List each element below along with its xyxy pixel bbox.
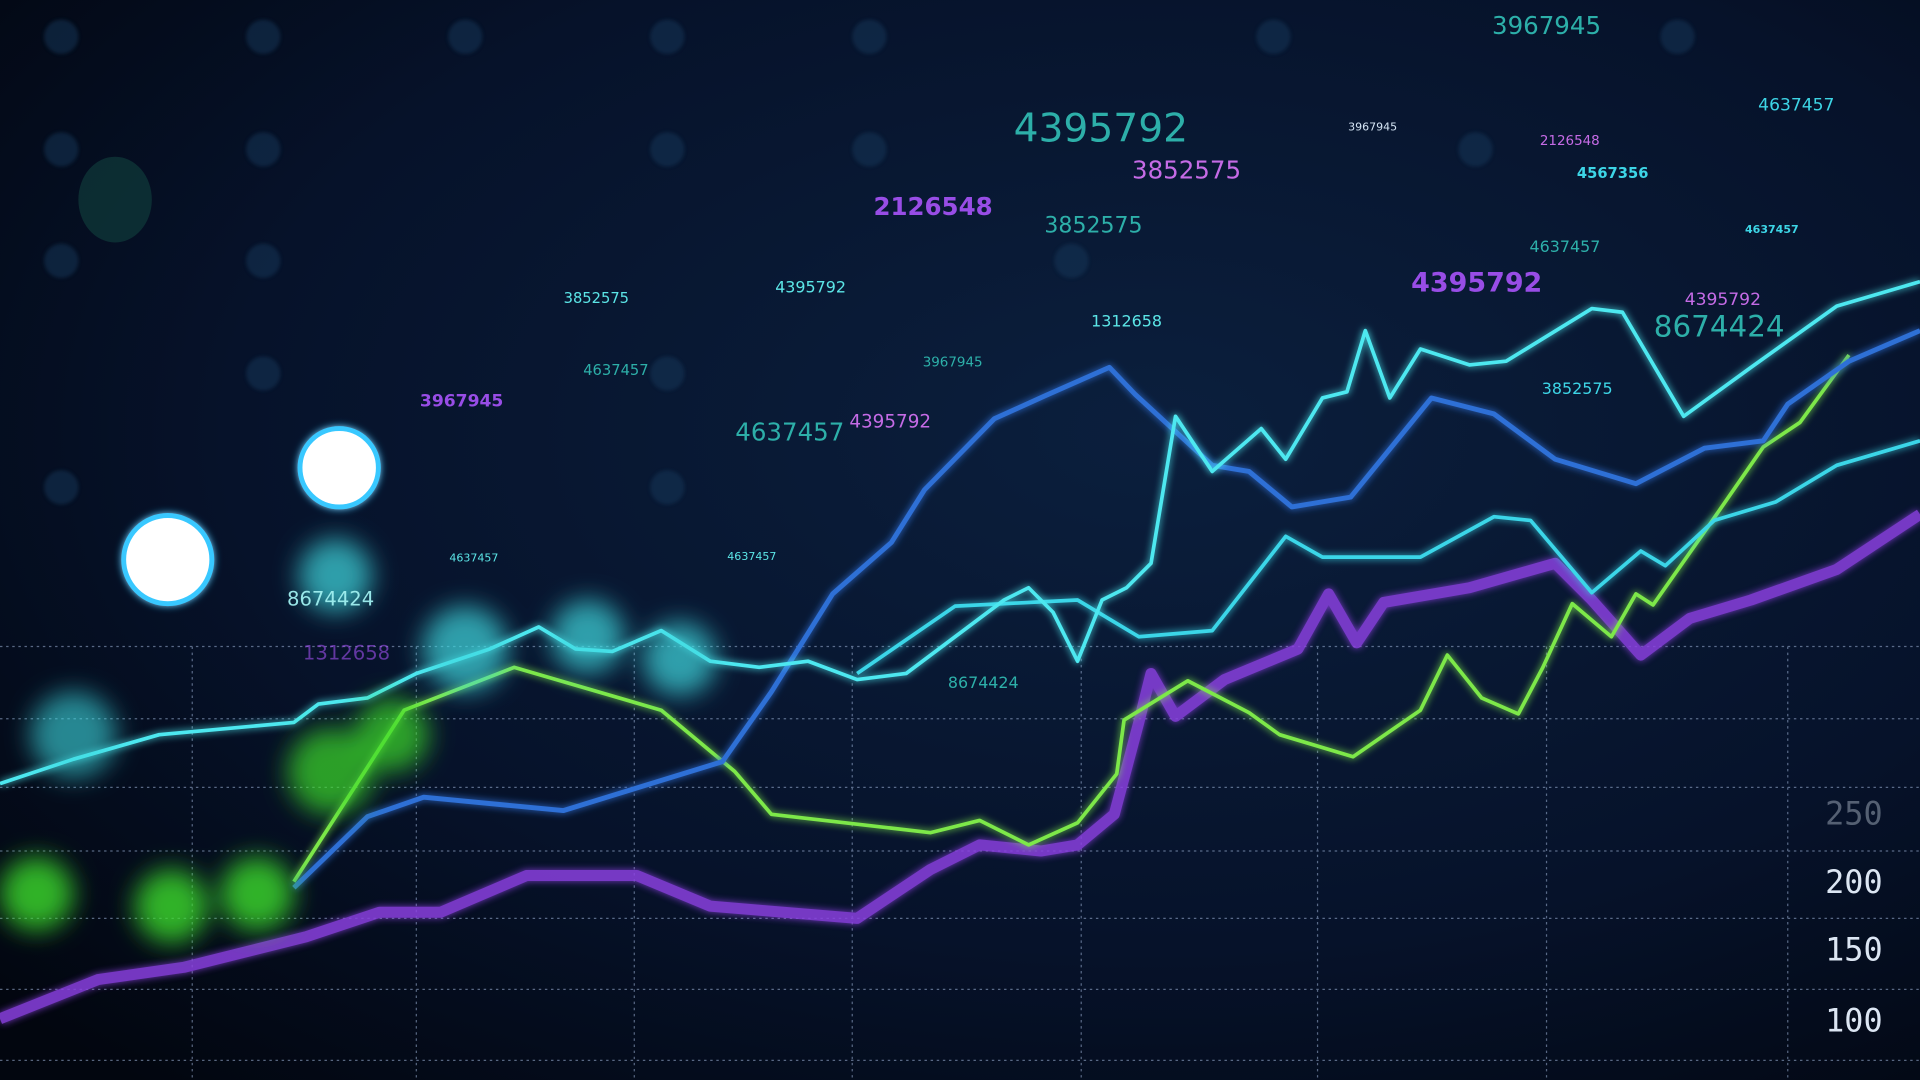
floating-number: 4637457 [449, 551, 498, 564]
floating-number: 4395792 [775, 277, 846, 296]
floating-number: 4395792 [1014, 107, 1188, 152]
floating-number: 4637457 [1529, 237, 1600, 256]
floating-number: 4637457 [735, 417, 844, 446]
floating-number: 4395792 [1411, 268, 1542, 299]
axis-label: 150 [1825, 930, 1883, 968]
bokeh-dots [44, 19, 1695, 505]
floating-number: 2126548 [873, 192, 992, 221]
floating-number: 4567356 [1577, 165, 1649, 182]
floating-number: 3967945 [420, 392, 503, 412]
floating-number: 3852575 [1044, 214, 1142, 239]
floating-number: 1312658 [1091, 312, 1162, 331]
axis-label: 100 [1825, 1001, 1883, 1039]
floating-number: 4637457 [727, 550, 776, 563]
floating-number: 2126548 [1540, 134, 1600, 149]
floating-number: 3852575 [1542, 379, 1613, 398]
bright-bokeh [121, 426, 381, 607]
grid [0, 645, 1920, 1080]
floating-number: 8674424 [287, 588, 374, 611]
axis-labels: 100 150 200 250 [1825, 795, 1883, 1040]
cyan-line-lower [856, 439, 1920, 675]
floating-number: 3967945 [1348, 120, 1397, 133]
bokeh-foreground [0, 538, 717, 943]
floating-number: 3852575 [564, 290, 629, 307]
green-line [292, 354, 1851, 883]
floating-number: 8674424 [1654, 310, 1785, 344]
axis-label: 250 [1825, 795, 1883, 833]
floating-number: 8674424 [948, 673, 1019, 692]
bokeh-blob [78, 156, 152, 243]
floating-number: 3967945 [923, 355, 983, 370]
floating-number: 4395792 [849, 411, 931, 432]
lines [0, 279, 1920, 1024]
floating-number: 1312658 [303, 641, 390, 664]
floating-number: 3852575 [1132, 155, 1241, 184]
floating-numbers: 3967945 4395792 3852575 2126548 3852575 39679… [287, 11, 1834, 692]
purple-line [0, 509, 1920, 1024]
floating-number: 3967945 [1492, 11, 1601, 40]
floating-number: 4637457 [1758, 95, 1834, 115]
axis-label: 200 [1825, 863, 1883, 901]
floating-number: 4637457 [583, 362, 648, 379]
floating-number: 4395792 [1685, 290, 1761, 310]
floating-number: 4637457 [1745, 223, 1799, 236]
